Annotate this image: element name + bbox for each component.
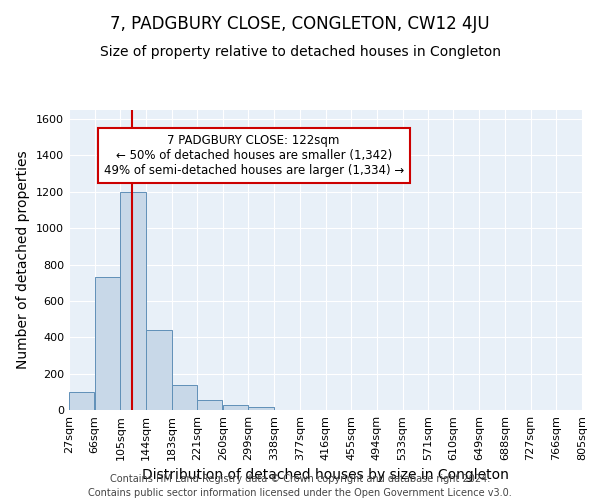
Bar	[95, 278, 120, 410]
Text: Contains HM Land Registry data © Crown copyright and database right 2024.
Contai: Contains HM Land Registry data © Crown c…	[88, 474, 512, 498]
Text: 7, PADGBURY CLOSE, CONGLETON, CW12 4JU: 7, PADGBURY CLOSE, CONGLETON, CW12 4JU	[110, 15, 490, 33]
Bar	[146, 330, 172, 410]
Text: 7 PADGBURY CLOSE: 122sqm
← 50% of detached houses are smaller (1,342)
49% of sem: 7 PADGBURY CLOSE: 122sqm ← 50% of detach…	[104, 134, 404, 177]
Text: Size of property relative to detached houses in Congleton: Size of property relative to detached ho…	[100, 45, 500, 59]
Bar	[223, 406, 248, 410]
Bar	[248, 408, 274, 410]
Bar	[69, 392, 94, 410]
Bar	[121, 192, 146, 410]
Bar	[197, 400, 223, 410]
Bar	[172, 384, 197, 410]
Y-axis label: Number of detached properties: Number of detached properties	[16, 150, 31, 370]
X-axis label: Distribution of detached houses by size in Congleton: Distribution of detached houses by size …	[142, 468, 509, 482]
